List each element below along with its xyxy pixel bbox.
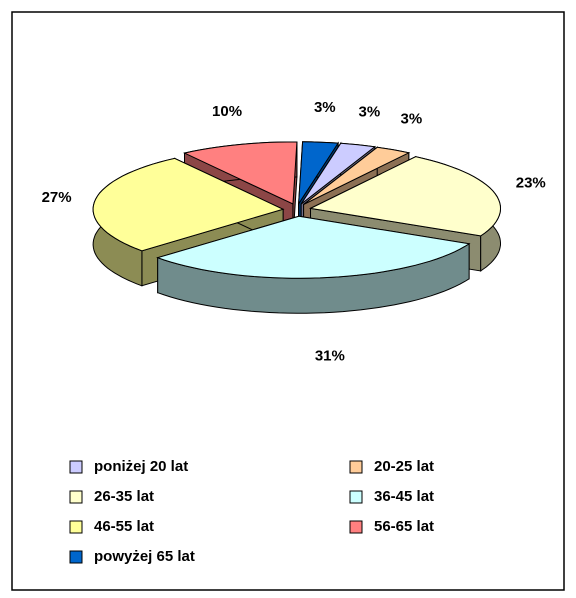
legend-swatch: [69, 520, 83, 534]
pie-slice: [308, 155, 502, 272]
legend-swatch: [349, 460, 363, 474]
legend-label: poniżej 20 lat: [94, 458, 188, 475]
slice-top: [300, 142, 377, 205]
legend-label: 20-25 lat: [374, 458, 434, 475]
legend-swatch: [69, 460, 83, 474]
pie-slice: [156, 215, 471, 314]
legend-swatch: [349, 520, 363, 534]
legend-label: 56-65 lat: [374, 518, 434, 535]
slice-top: [297, 141, 339, 206]
legend-label: powyżej 65 lat: [94, 548, 195, 565]
legend-swatch: [349, 490, 363, 504]
legend-swatch: [69, 550, 83, 564]
legend-label: 36-45 lat: [374, 488, 434, 505]
slice-top: [308, 156, 502, 237]
slice-top: [156, 215, 471, 279]
slice-top: [182, 141, 298, 205]
legend-swatch: [69, 490, 83, 504]
data-label: 3%: [359, 103, 381, 120]
data-label: 10%: [212, 103, 242, 120]
data-label: 23%: [516, 174, 546, 191]
data-label: 27%: [42, 189, 72, 206]
slice-top: [92, 157, 285, 252]
data-label: 3%: [314, 99, 336, 116]
slice-top: [303, 146, 411, 205]
data-label: 3%: [401, 111, 423, 128]
legend-label: 46-55 lat: [94, 518, 154, 535]
data-label: 31%: [315, 347, 345, 364]
legend-label: 26-35 lat: [94, 488, 154, 505]
